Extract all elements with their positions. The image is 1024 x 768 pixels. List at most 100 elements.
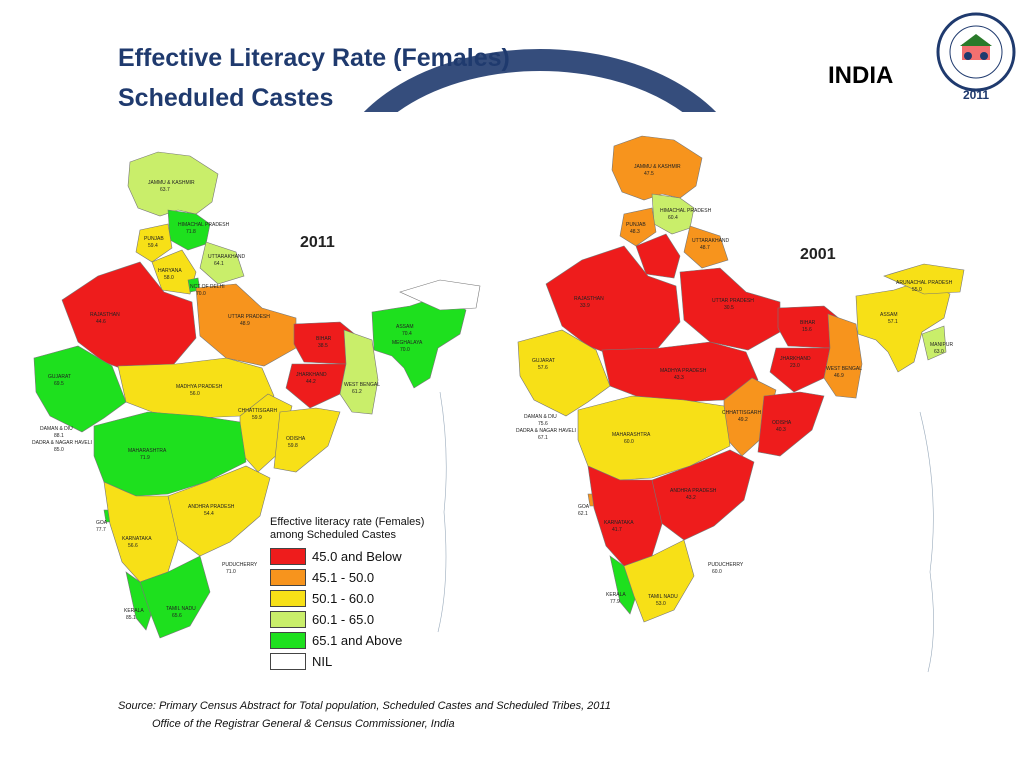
label-mg-2011: MEGHALAYA (392, 340, 423, 346)
label-as-2011: ASSAM (396, 324, 414, 330)
value-dd-2011: 88.1 (54, 433, 64, 439)
label-up-2011: UTTAR PRADESH (228, 314, 270, 320)
state-od-2011 (273, 407, 341, 473)
state-rj-2001 (545, 245, 681, 359)
value-rj-2011: 44.6 (96, 319, 106, 325)
label-pb-2001: PUNJAB (626, 222, 646, 228)
value-ar-2001: 55.0 (912, 287, 922, 293)
label-goa-2011: GOA (96, 520, 108, 526)
title-line-2: Scheduled Castes (118, 84, 334, 112)
state-pb-2001 (619, 207, 657, 247)
label-jk-2011: JAMMU & KASHMIR (148, 180, 195, 186)
legend-swatch (270, 548, 306, 565)
label-cg-2011: CHHATTISGARH (238, 408, 277, 414)
value-gj-2001: 57.6 (538, 365, 548, 371)
label-wb-2011: WEST BENGAL (344, 382, 380, 388)
label-uk-2011: UTTARAKHAND (208, 254, 246, 260)
label-ap-2001: ANDHRA PRADESH (670, 488, 717, 494)
label-up-2001: UTTAR PRADESH (712, 298, 754, 304)
legend-swatch (270, 632, 306, 649)
label-br-2001: BIHAR (800, 320, 816, 326)
label-tn-2011: TAMIL NADU (166, 606, 196, 612)
page-title: Effective Literacy Rate (Females) Schedu… (118, 38, 510, 118)
value-tn-2011: 65.6 (172, 613, 182, 619)
state-pb-2011 (135, 223, 173, 263)
header: Effective Literacy Rate (Females) Schedu… (0, 0, 1024, 160)
value-goa-2001: 62.1 (578, 511, 588, 517)
value-dn-2001: 67.1 (538, 435, 548, 441)
state-hp-2001 (651, 193, 695, 235)
value-mn-2001: 63.0 (934, 349, 944, 355)
legend-item: 45.1 - 50.0 (270, 567, 424, 588)
value-jh-2011: 44.2 (306, 379, 316, 385)
label-gj-2001: GUJARAT (532, 358, 555, 364)
state-wb-2001 (823, 313, 863, 399)
legend-label: 45.1 - 50.0 (312, 570, 375, 585)
year-label-2001: 2001 (800, 246, 836, 263)
label-dn-2011: DADRA & NAGAR HAVELI (32, 440, 92, 446)
maps-svg: JAMMU & KASHMIR 63.7 HIMACHAL PRADESH 71… (32, 135, 965, 673)
label-gj-2011: GUJARAT (48, 374, 71, 380)
value-br-2011: 38.5 (318, 343, 328, 349)
label-cg-2001: CHHATTISGARH (722, 410, 761, 416)
state-ne-2001 (855, 279, 951, 373)
state-tn-2011 (139, 555, 211, 639)
value-as-2011: 70.4 (402, 331, 412, 337)
label-tn-2001: TAMIL NADU (648, 594, 678, 600)
label-wb-2001: WEST BENGAL (826, 366, 862, 372)
source-line-2: Office of the Registrar General & Census… (152, 718, 455, 730)
logo-year: 2011 (963, 88, 989, 102)
title-line-1: Effective Literacy Rate (Females) (118, 44, 510, 72)
value-uk-2001: 48.7 (700, 245, 710, 251)
map-2001-labels: JAMMU & KASHMIR 47.5 HIMACHAL PRADESH 60… (516, 164, 953, 607)
value-goa-2011: 77.7 (96, 527, 106, 533)
value-wb-2001: 46.9 (834, 373, 844, 379)
state-ap-2011 (167, 465, 271, 557)
label-py-2011: PUDUCHERRY (222, 562, 258, 568)
state-mn-2001 (921, 325, 947, 361)
value-dl-2011: 70.0 (196, 291, 206, 297)
state-ar-2001 (883, 263, 965, 295)
state-jh-2001 (769, 347, 831, 393)
state-kl-2011 (125, 571, 153, 631)
label-kl-2011: KERALA (124, 608, 144, 614)
label-mp-2001: MADHYA PRADESH (660, 368, 707, 374)
legend-items: 45.0 and Below 45.1 - 50.0 50.1 - 60.0 60.1… (270, 546, 424, 672)
value-up-2001: 30.5 (724, 305, 734, 311)
value-mh-2011: 71.9 (140, 455, 150, 461)
value-mp-2001: 43.3 (674, 375, 684, 381)
value-wb-2011: 61.2 (352, 389, 362, 395)
value-gj-2011: 69.5 (54, 381, 64, 387)
state-hr-2001 (635, 233, 681, 279)
value-ap-2001: 43.2 (686, 495, 696, 501)
legend-swatch (270, 569, 306, 586)
state-uk-2011 (199, 241, 245, 285)
value-ap-2011: 54.4 (204, 511, 214, 517)
state-ka-2011 (103, 481, 179, 583)
legend-swatch (270, 653, 306, 670)
state-rj-2011 (61, 261, 197, 375)
label-mh-2001: MAHARASHTRA (612, 432, 651, 438)
value-cg-2001: 49.2 (738, 417, 748, 423)
label-ka-2001: KARNATAKA (604, 520, 634, 526)
label-dn-2001: DADRA & NAGAR HAVELI (516, 428, 576, 434)
value-hp-2001: 60.4 (668, 215, 678, 221)
source-line-1: Source: Primary Census Abstract for Tota… (118, 700, 611, 712)
legend-swatch (270, 611, 306, 628)
value-hr-2011: 58.0 (164, 275, 174, 281)
state-ar-2011 (399, 279, 481, 311)
label-br-2011: BIHAR (316, 336, 332, 342)
label-ka-2011: KARNATAKA (122, 536, 152, 542)
label-ar-2001: ARUNACHAL PRADESH (896, 280, 953, 286)
value-as-2001: 57.1 (888, 319, 898, 325)
label-hp-2001: HIMACHAL PRADESH (660, 208, 712, 214)
value-py-2001: 60.0 (712, 569, 722, 575)
state-jh-2011 (285, 363, 347, 409)
value-tn-2001: 53.0 (656, 601, 666, 607)
legend-label: NIL (312, 654, 333, 669)
value-od-2001: 40.3 (776, 427, 786, 433)
label-py-2001: PUDUCHERRY (708, 562, 744, 568)
value-mg-2011: 70.0 (400, 347, 410, 353)
value-jk-2011: 63.7 (160, 187, 170, 193)
label-ap-2011: ANDHRA PRADESH (188, 504, 235, 510)
